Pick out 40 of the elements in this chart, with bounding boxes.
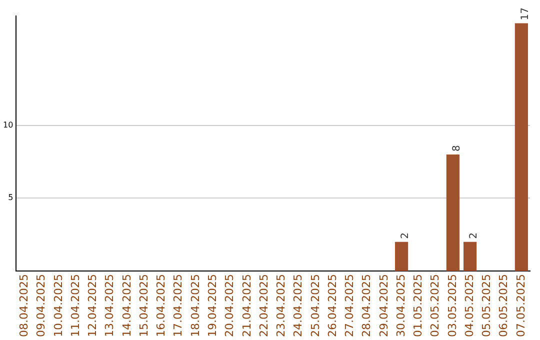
x-tick-label: 26.04.2025 (326, 274, 339, 338)
bar (514, 23, 528, 272)
x-tick-label: 19.04.2025 (206, 274, 220, 338)
y-tick-label: 10 (2, 120, 14, 130)
x-tick-label: 13.04.2025 (103, 274, 116, 338)
x-tick-label: 15.04.2025 (137, 274, 150, 338)
x-tick-label: 30.04.2025 (394, 274, 408, 338)
x-tick-label: 07.05.2025 (514, 274, 528, 338)
data-label: 2 (468, 232, 480, 239)
x-tick-label: 10.04.2025 (52, 274, 65, 338)
x-tick-label: 21.04.2025 (240, 274, 254, 338)
x-tick-label: 16.04.2025 (154, 274, 168, 338)
x-tick-label: 23.04.2025 (274, 274, 288, 338)
x-tick-label: 24.04.2025 (292, 274, 305, 338)
x-tick-label: 18.04.2025 (188, 274, 202, 338)
x-tick-label: 08.04.2025 (18, 274, 31, 338)
y-tick-label: 5 (8, 193, 14, 202)
x-tick-label: 04.05.2025 (462, 274, 476, 338)
x-tick-label: 22.04.2025 (257, 274, 270, 338)
x-tick-label: 17.04.2025 (172, 274, 185, 338)
x-tick-label: 06.05.2025 (497, 274, 510, 338)
data-label: 17 (520, 8, 532, 20)
x-tick-label: 28.04.2025 (360, 274, 374, 338)
bar (394, 242, 408, 272)
x-tick-label: 27.04.2025 (343, 274, 356, 338)
bar (464, 242, 477, 272)
x-tick-label: 09.04.2025 (34, 274, 48, 338)
bar (446, 154, 460, 272)
x-tick-label: 20.04.2025 (223, 274, 236, 338)
x-tick-label: 03.05.2025 (446, 274, 459, 338)
x-tick-label: 02.05.2025 (428, 274, 442, 338)
x-tick-label: 14.04.2025 (120, 274, 134, 338)
x-tick-label: 11.04.2025 (68, 274, 82, 338)
data-label: 8 (452, 145, 463, 152)
x-tick-label: 01.05.2025 (412, 274, 425, 338)
data-label: 2 (400, 232, 412, 239)
x-tick-label: 29.04.2025 (377, 274, 390, 338)
x-tick-label: 12.04.2025 (86, 274, 100, 338)
x-tick-label: 25.04.2025 (308, 274, 322, 338)
x-tick-label: 05.05.2025 (480, 274, 494, 338)
